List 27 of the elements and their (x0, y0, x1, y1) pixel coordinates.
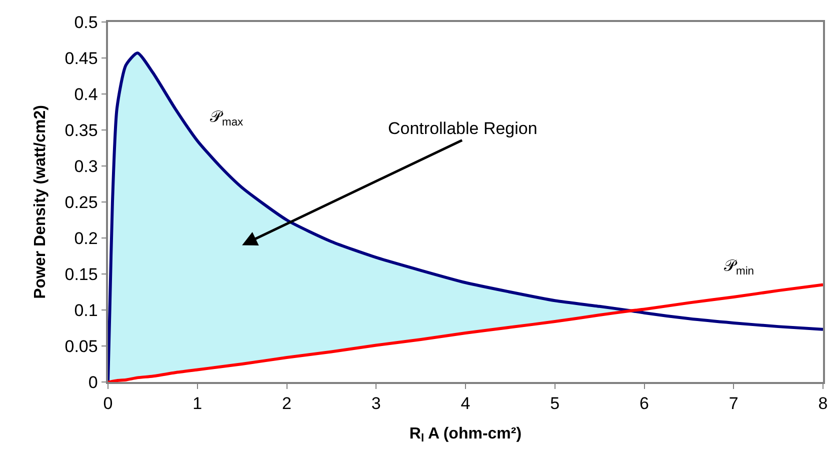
line-series (108, 51, 823, 382)
x-tick-label: 4 (460, 394, 470, 414)
annotation: Controllable Region (388, 119, 538, 138)
y-tick-label: 0.2 (74, 228, 98, 248)
y-tick-label: 0 (88, 372, 98, 392)
y-axis-title: Power Density (watt/cm2) (32, 105, 50, 299)
y-tick-label: 0.1 (74, 300, 98, 320)
x-tick-label: 2 (282, 394, 292, 414)
x-tick-label: 7 (728, 394, 738, 414)
series-label: 𝒫$_{max}$ (210, 109, 244, 128)
y-tick-label: 0.25 (64, 192, 98, 212)
y-tick-label: 0.5 (74, 12, 98, 32)
x-tick-label: 1 (192, 394, 202, 414)
y-tick-label: 0.05 (64, 336, 98, 356)
x-tick-label: 5 (550, 394, 560, 414)
x-tick-label: 6 (640, 394, 649, 414)
x-tick-label: 0 (103, 394, 113, 414)
series-label: 𝒫$_{min}$ (724, 258, 754, 278)
y-tick-label: 0.35 (64, 120, 98, 140)
y-tick-label: 0.4 (74, 84, 98, 104)
x-tick-label: 8 (818, 394, 828, 414)
x-tick-label: 3 (371, 394, 381, 414)
y-tick-label: 0.3 (74, 156, 98, 176)
x-axis-title: R$_{l}$ A (ohm-cm²) (409, 425, 522, 445)
line-series (108, 283, 823, 382)
y-tick-label: 0.45 (64, 48, 98, 68)
y-tick-label: 0.15 (64, 264, 98, 284)
